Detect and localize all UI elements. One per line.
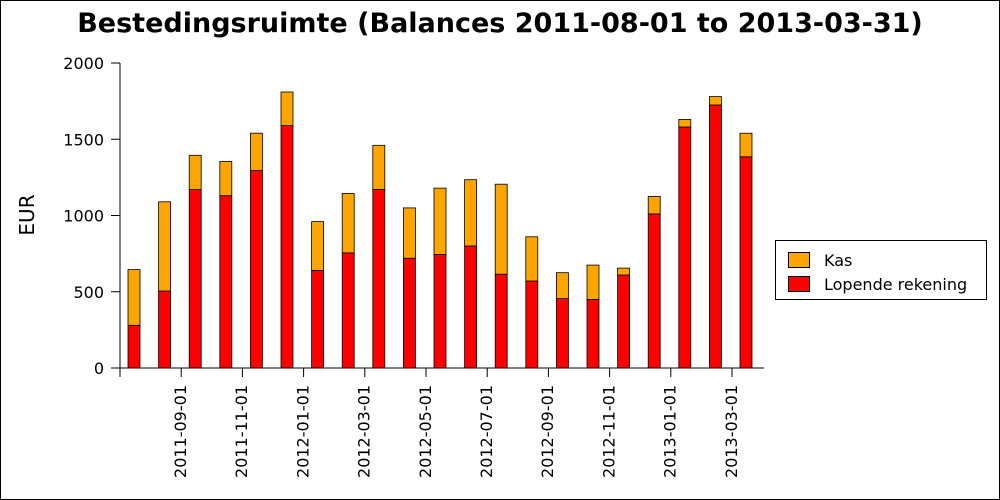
x-tick-label-2012-07-01: 2012-07-01 xyxy=(477,385,496,478)
bar-lopende-rekening-2013-02-01 xyxy=(678,126,692,369)
x-tick-label-2013-01-01: 2013-01-01 xyxy=(661,385,680,478)
y-tick-label-1500: 1500 xyxy=(63,130,104,149)
x-tick-label-2011-11-01: 2011-11-01 xyxy=(232,385,251,478)
bar-kas-2012-08-01 xyxy=(494,183,508,275)
y-tick-label-2000: 2000 xyxy=(63,54,104,73)
bar-kas-2012-02-01 xyxy=(311,221,325,271)
bar-kas-2013-03-31 xyxy=(739,132,753,158)
x-tick-label-2012-09-01: 2012-09-01 xyxy=(538,385,557,478)
bar-kas-2013-02-01 xyxy=(678,119,692,128)
bar-lopende-rekening-2012-09-01 xyxy=(525,280,539,369)
bar-lopende-rekening-2012-12-01 xyxy=(617,274,630,369)
bar-kas-2013-03-01 xyxy=(709,96,722,106)
bar-kas-2012-11-01 xyxy=(586,264,600,300)
x-tick-label-2011-09-01: 2011-09-01 xyxy=(171,385,190,478)
bar-lopende-rekening-2012-10-01 xyxy=(556,298,569,369)
bar-lopende-rekening-2012-07-01 xyxy=(464,245,478,369)
bar-lopende-rekening-2012-05-01 xyxy=(402,257,416,369)
bar-kas-2012-06-01 xyxy=(433,187,447,255)
x-tick-label-2013-03-01: 2013-03-01 xyxy=(722,385,741,478)
bar-lopende-rekening-2011-10-01 xyxy=(188,189,202,369)
chart-legend: Kas Lopende rekening xyxy=(775,240,987,300)
legend-item-kas: Kas xyxy=(788,250,852,270)
bar-lopende-rekening-2012-02-01 xyxy=(311,269,325,369)
bars-layer xyxy=(127,91,753,369)
bar-lopende-rekening-2011-08-01 xyxy=(127,324,141,369)
bar-kas-2012-03-01 xyxy=(341,192,355,254)
y-tick-label-0: 0 xyxy=(94,359,104,378)
bar-lopende-rekening-2012-01-01 xyxy=(280,125,294,369)
y-axis-label: EUR xyxy=(15,194,39,235)
bar-kas-2011-09-01 xyxy=(158,201,172,292)
bar-kas-2012-10-01 xyxy=(556,272,569,300)
legend-label-lopende-rekening: Lopende rekening xyxy=(824,274,968,294)
y-tick-label-500: 500 xyxy=(73,283,104,302)
bar-lopende-rekening-2012-03-01 xyxy=(341,252,355,369)
bar-lopende-rekening-2011-12-01 xyxy=(249,170,263,369)
bar-kas-2012-04-01 xyxy=(372,144,386,190)
x-tick-label-2012-03-01: 2012-03-01 xyxy=(355,385,374,478)
bar-lopende-rekening-2012-11-01 xyxy=(586,298,600,369)
legend-item-lopende-rekening: Lopende rekening xyxy=(788,274,967,294)
legend-swatch-kas xyxy=(788,252,810,268)
x-tick-label-2012-05-01: 2012-05-01 xyxy=(416,385,435,478)
bar-kas-2012-05-01 xyxy=(402,207,416,259)
bar-kas-2011-08-01 xyxy=(127,269,141,326)
x-tick-label-2012-11-01: 2012-11-01 xyxy=(599,385,618,478)
bar-lopende-rekening-2012-04-01 xyxy=(372,189,386,369)
bar-kas-2012-07-01 xyxy=(464,179,478,247)
bar-lopende-rekening-2011-11-01 xyxy=(219,195,233,369)
bar-kas-2012-12-01 xyxy=(617,267,630,276)
bar-kas-2013-01-01 xyxy=(647,195,661,215)
bar-lopende-rekening-2013-03-01 xyxy=(709,104,722,369)
bar-kas-2012-01-01 xyxy=(280,91,294,126)
bar-kas-2012-09-01 xyxy=(525,236,539,282)
chart-title: Bestedingsruimte (Balances 2011-08-01 to… xyxy=(77,8,923,39)
bar-kas-2011-10-01 xyxy=(188,154,202,191)
legend-label-kas: Kas xyxy=(824,250,853,270)
x-tick-label-2012-01-01: 2012-01-01 xyxy=(293,385,312,478)
bar-lopende-rekening-2012-08-01 xyxy=(494,273,508,369)
axes-layer: 0 500 1000 1500 2000 2011-09-01 2011-11-01 2012… xyxy=(63,54,764,478)
y-tick-label-1000: 1000 xyxy=(63,207,104,226)
bar-lopende-rekening-2013-03-31 xyxy=(739,156,753,369)
bar-kas-2011-11-01 xyxy=(219,160,233,197)
bar-lopende-rekening-2011-09-01 xyxy=(158,290,172,369)
bar-lopende-rekening-2012-06-01 xyxy=(433,253,447,369)
legend-swatch-lopende-rekening xyxy=(788,276,810,292)
bar-kas-2011-12-01 xyxy=(249,132,263,171)
bar-lopende-rekening-2013-01-01 xyxy=(647,213,661,369)
